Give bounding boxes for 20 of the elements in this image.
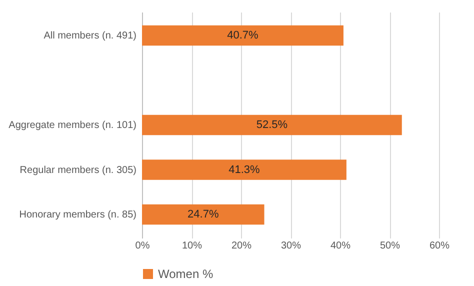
x-tick-label: 10% xyxy=(182,240,202,252)
y-tick-label: Aggregate members (n. 101) xyxy=(8,120,136,131)
data-label: 52.5% xyxy=(256,119,288,131)
y-tick-label: Honorary members (n. 85) xyxy=(19,210,136,221)
x-tick-label: 20% xyxy=(231,240,252,252)
x-tick-label: 30% xyxy=(280,240,302,252)
data-label: 24.7% xyxy=(188,208,219,221)
legend-label: Women % xyxy=(158,267,214,281)
data-label: 40.7% xyxy=(227,29,259,42)
bar xyxy=(142,160,346,180)
y-tick-label: Regular members (n. 305) xyxy=(20,164,136,176)
bar xyxy=(142,204,264,225)
x-tick-label: 50% xyxy=(380,240,400,252)
x-tick-label: 0% xyxy=(135,240,150,252)
bar xyxy=(142,25,344,46)
x-tick-label: 60% xyxy=(429,240,450,252)
x-tick-label: 40% xyxy=(330,240,351,252)
y-tick-label: All members (n. 491) xyxy=(44,30,136,42)
data-label: 41.3% xyxy=(228,164,260,176)
bar xyxy=(142,114,402,136)
